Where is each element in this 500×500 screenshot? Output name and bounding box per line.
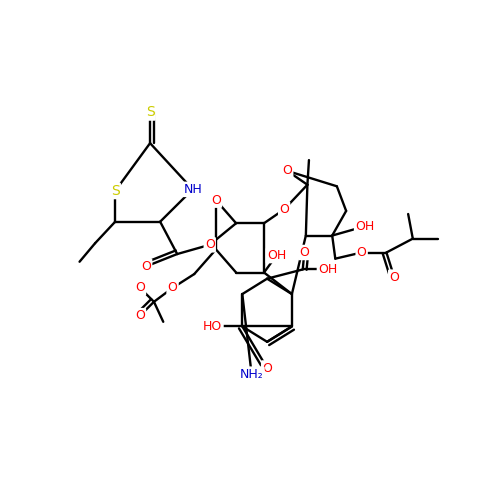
Text: O: O (211, 194, 221, 206)
Text: O: O (356, 246, 366, 259)
Text: O: O (262, 362, 272, 374)
Text: S: S (111, 184, 120, 198)
Text: O: O (282, 164, 292, 177)
Text: OH: OH (318, 263, 337, 276)
Text: OH: OH (267, 249, 286, 262)
Text: S: S (146, 106, 154, 120)
Text: O: O (135, 282, 145, 294)
Text: OH: OH (355, 220, 374, 233)
Text: NH₂: NH₂ (240, 368, 264, 380)
Text: O: O (390, 270, 399, 283)
Text: O: O (135, 309, 145, 322)
Text: O: O (279, 203, 289, 216)
Text: NH: NH (184, 183, 202, 196)
Text: O: O (205, 238, 214, 252)
Text: O: O (300, 246, 309, 259)
Text: O: O (168, 282, 177, 294)
Text: O: O (142, 260, 151, 273)
Text: HO: HO (203, 320, 222, 333)
